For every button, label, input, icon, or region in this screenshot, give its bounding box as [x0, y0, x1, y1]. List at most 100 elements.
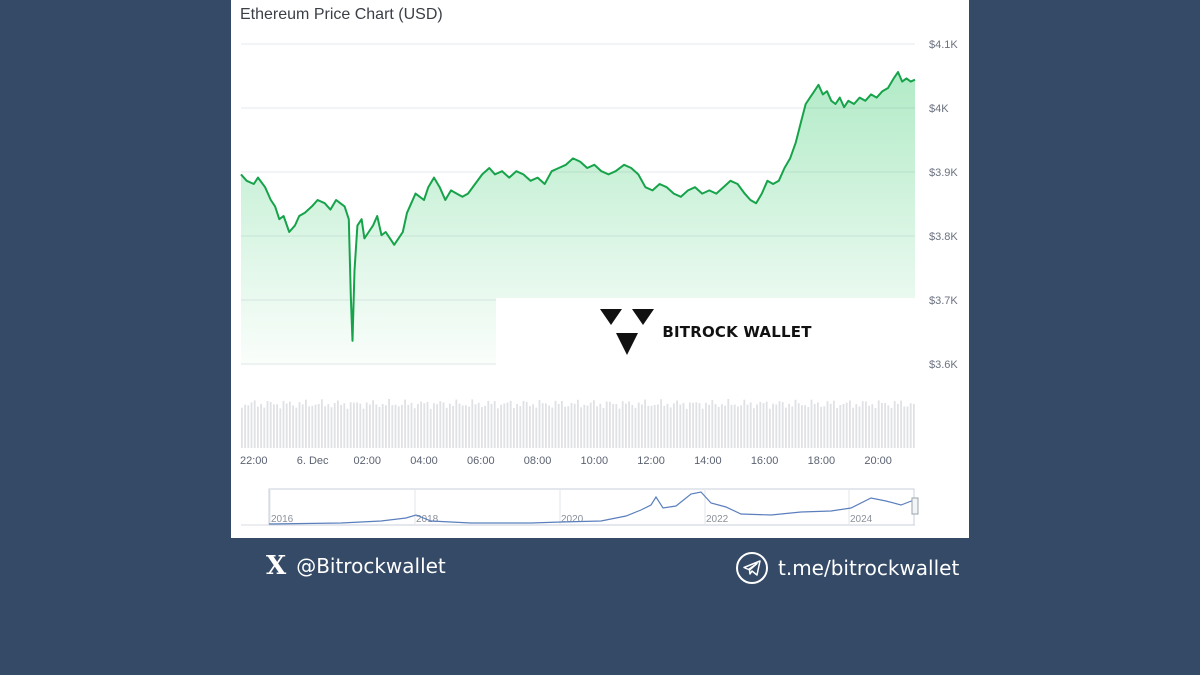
volume-bar: [839, 405, 842, 448]
volume-bar: [836, 408, 838, 448]
volume-bar: [705, 402, 707, 448]
volume-bar: [746, 404, 749, 448]
bitrock-triangles-icon: [600, 309, 655, 355]
navigator-year-label: 2016: [271, 514, 294, 525]
x-tick-label: 12:00: [637, 455, 665, 467]
volume-bar: [884, 403, 886, 448]
volume-bar: [871, 404, 874, 448]
chart-card: $4.1K $4K $3.9K $3.8K $3.7K $3.6K 22:00 6. Dec…: [231, 0, 969, 538]
volume-bar: [497, 408, 499, 448]
volume-bar: [893, 401, 896, 448]
volume-bar: [305, 399, 307, 448]
volume-bar: [327, 404, 330, 448]
volume-bar: [516, 404, 518, 448]
volume-bar: [353, 402, 355, 448]
volume-bar: [785, 407, 787, 448]
volume-bar: [845, 402, 848, 448]
x-tick-label: 08:00: [524, 455, 552, 467]
volume-bar: [250, 402, 253, 448]
volume-bar: [637, 402, 640, 448]
volume-bar: [538, 400, 541, 448]
volume-bar: [586, 405, 589, 448]
volume-bar: [717, 406, 720, 448]
x-tick-label: 20:00: [864, 455, 892, 467]
volume-bar: [298, 402, 301, 448]
volume-bar: [801, 405, 803, 448]
volume-bar: [849, 400, 851, 448]
volume-bar: [465, 405, 467, 448]
volume-bar: [391, 405, 394, 448]
volume-bar: [468, 406, 470, 448]
volume-bar: [557, 404, 560, 448]
y-tick-label: $3.9K: [929, 167, 958, 179]
navigator-window[interactable]: [268, 488, 915, 526]
volume-bar: [794, 399, 797, 448]
footer-x-handle[interactable]: X @Bitrockwallet: [266, 552, 446, 580]
volume-bar: [724, 405, 726, 448]
volume-bar: [903, 406, 906, 448]
volume-bar: [413, 408, 416, 448]
navigator[interactable]: 2016 2018 2020 2022 2024: [241, 488, 919, 526]
volume-bar: [855, 404, 858, 448]
y-tick-label: $3.8K: [929, 231, 958, 243]
volume-bar: [653, 404, 656, 448]
volume-bar: [788, 403, 790, 448]
volume-bar: [906, 406, 909, 448]
navigator-year-label: 2020: [561, 514, 584, 525]
volume-bar: [823, 406, 826, 448]
volume-bar: [285, 403, 288, 448]
volume-bar: [852, 407, 854, 448]
volume-bar: [641, 404, 643, 448]
volume-bar: [628, 401, 630, 448]
volume-bar: [756, 404, 758, 448]
volume-bar: [580, 407, 582, 448]
volume-bar: [682, 402, 685, 448]
volume-bar: [666, 403, 669, 448]
navigator-series-line: [268, 491, 915, 525]
volume-bar: [541, 403, 544, 448]
volume-bar: [525, 401, 528, 448]
volume-bar: [333, 403, 336, 448]
volume-bar: [548, 405, 550, 448]
volume-bar: [356, 402, 358, 448]
volume-bar: [301, 404, 304, 448]
volume-bar: [436, 404, 438, 448]
volume-bar: [749, 402, 752, 448]
volume-bar: [433, 403, 435, 448]
volume-bar: [442, 402, 445, 448]
volume-bar: [244, 404, 246, 448]
volume-bar: [698, 403, 701, 448]
volume-bar: [772, 403, 774, 448]
volume-bar: [487, 400, 490, 448]
volume-bar: [874, 408, 877, 448]
volume-bar: [337, 400, 339, 448]
volume-bar: [820, 406, 822, 448]
navigator-handle[interactable]: [911, 497, 919, 515]
volume-bar: [311, 405, 314, 448]
volume-bar: [490, 403, 493, 448]
volume-bar: [394, 404, 397, 448]
volume-bar: [701, 408, 704, 448]
volume-bar: [881, 403, 883, 448]
volume-bar: [868, 405, 870, 448]
volume-bar: [865, 401, 867, 448]
volume-bar: [826, 401, 829, 448]
volume-bar: [445, 407, 448, 448]
volume-bar: [634, 407, 637, 448]
volume-bar: [257, 406, 259, 448]
volume-bar: [321, 399, 323, 448]
x-tick-label: 04:00: [410, 455, 438, 467]
volume-bar: [721, 404, 723, 448]
volume-bar: [519, 406, 522, 448]
footer-telegram-link[interactable]: t.me/bitrockwallet: [736, 552, 959, 584]
volume-bar: [813, 404, 816, 448]
volume-bar: [529, 406, 531, 448]
volume-bar: [602, 407, 605, 448]
volume-bar: [900, 400, 902, 448]
navigator-year-label: 2024: [850, 514, 873, 525]
volume-bar: [778, 401, 781, 448]
volume-bar: [609, 401, 611, 448]
volume-bar: [679, 404, 682, 448]
volume-bar: [759, 401, 762, 448]
volume-bar: [481, 407, 483, 448]
